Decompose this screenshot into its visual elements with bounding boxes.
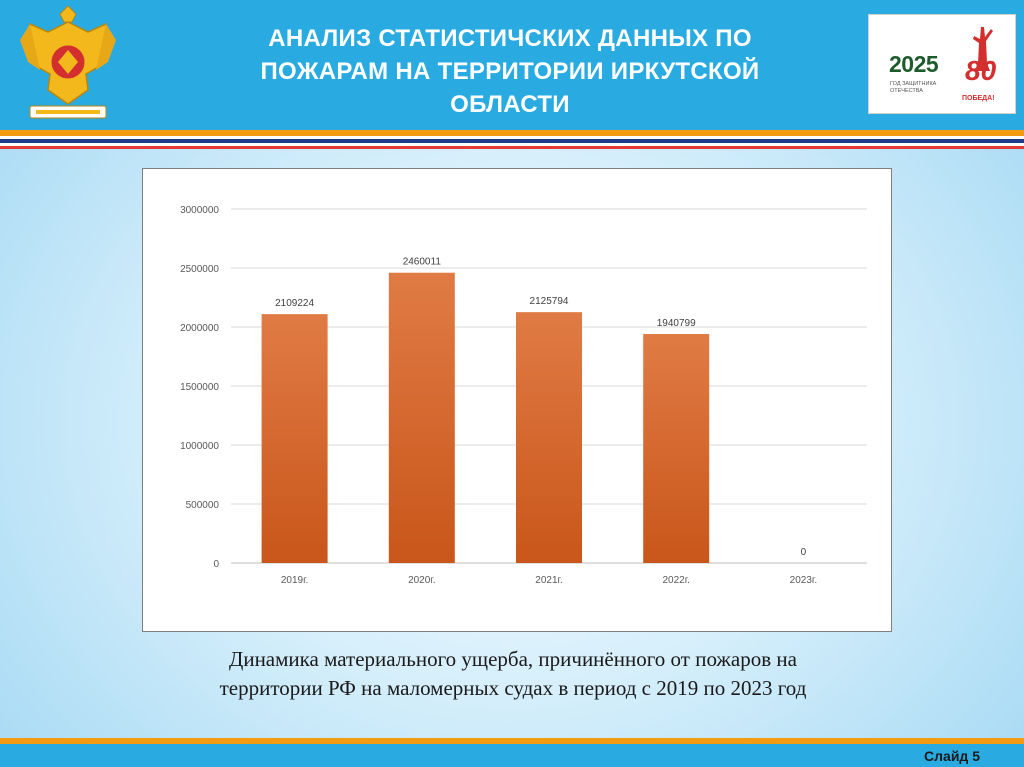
data-label: 0 <box>801 547 807 558</box>
data-label: 2460011 <box>403 257 442 268</box>
bar-chart: 0 500000 1000000 1500000 2000000 2500000 30000… <box>180 205 867 586</box>
footer-stripe-orange <box>0 738 1024 744</box>
header-stripe-red <box>0 146 1024 149</box>
bar <box>516 312 582 563</box>
x-tick-label: 2021г. <box>535 575 562 586</box>
y-tick-label: 0 <box>213 559 219 570</box>
y-tick-label: 2000000 <box>180 323 219 334</box>
y-tick-label: 2500000 <box>180 264 219 275</box>
motherland-statue-icon <box>973 27 993 71</box>
header-stripe-orange <box>0 130 1024 136</box>
y-tick-label: 1500000 <box>180 382 219 393</box>
header-stripe-white-2 <box>0 143 1024 146</box>
title-line-1: АНАЛИЗ СТАТИСТИЧСКИХ ДАННЫХ ПО <box>268 25 752 52</box>
logo-anniversary: 80 <box>965 55 997 86</box>
x-tick-label: 2019г. <box>281 575 308 586</box>
y-tick-label: 1000000 <box>180 441 219 452</box>
x-tick-label: 2020г. <box>408 575 435 586</box>
slide-number: Слайд 5 <box>924 748 980 764</box>
chart-container: 0 500000 1000000 1500000 2000000 2500000 30000… <box>142 168 892 632</box>
logo-victory: ПОБЕДА! <box>962 95 995 102</box>
data-label: 2109224 <box>275 298 314 309</box>
title-line-3: ОБЛАСТИ <box>450 91 570 118</box>
caption-line-2: территории РФ на маломерных судах в пери… <box>219 676 807 700</box>
victory-2025-logo: 2025 ГОД ЗАЩИТНИКА ОТЕЧЕСТВА 80 ПОБЕДА! <box>868 14 1016 114</box>
caption-line-1: Динамика материального ущерба, причинённ… <box>229 647 797 671</box>
bar <box>643 333 710 563</box>
x-tick-label: 2022г. <box>662 575 689 586</box>
header-stripe-white <box>0 136 1024 139</box>
data-label: 1940799 <box>657 318 696 329</box>
bar <box>388 272 455 563</box>
y-tick-label: 500000 <box>186 500 220 511</box>
chart-caption: Динамика материального ущерба, причинённ… <box>120 645 906 703</box>
header-stripe-navy <box>0 139 1024 143</box>
emchs-emblem-icon <box>20 5 116 119</box>
logo-year: 2025 <box>889 51 939 77</box>
title-line-2: ПОЖАРАМ НА ТЕРРИТОРИИ ИРКУТСКОЙ <box>260 58 760 85</box>
data-label: 2125794 <box>530 296 569 307</box>
footer-bar <box>0 744 1024 767</box>
x-tick-label: 2023г. <box>790 575 817 586</box>
header-banner <box>0 0 1024 130</box>
y-tick-label: 3000000 <box>180 205 219 216</box>
page-title: АНАЛИЗ СТАТИСТИЧСКИХ ДАННЫХ ПО ПОЖАРАМ Н… <box>180 22 840 121</box>
logo-subtitle: ГОД ЗАЩИТНИКА ОТЕЧЕСТВА <box>890 81 937 94</box>
bar <box>261 314 328 563</box>
